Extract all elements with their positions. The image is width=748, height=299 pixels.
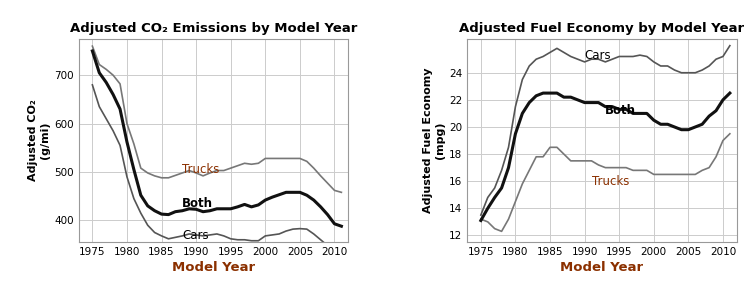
X-axis label: Model Year: Model Year [172, 261, 255, 274]
X-axis label: Model Year: Model Year [560, 261, 643, 274]
Title: Adjusted Fuel Economy by Model Year: Adjusted Fuel Economy by Model Year [459, 22, 744, 35]
Text: Trucks: Trucks [183, 163, 220, 176]
Text: Both: Both [183, 197, 213, 210]
Text: Both: Both [605, 104, 637, 117]
Text: Cars: Cars [183, 229, 209, 242]
Y-axis label: Adjusted CO₂
(g/mi): Adjusted CO₂ (g/mi) [28, 100, 50, 181]
Text: Cars: Cars [585, 49, 611, 62]
Text: Trucks: Trucks [592, 175, 629, 188]
Y-axis label: Adjusted Fuel Economy
(mpg): Adjusted Fuel Economy (mpg) [423, 68, 445, 213]
Title: Adjusted CO₂ Emissions by Model Year: Adjusted CO₂ Emissions by Model Year [70, 22, 357, 35]
